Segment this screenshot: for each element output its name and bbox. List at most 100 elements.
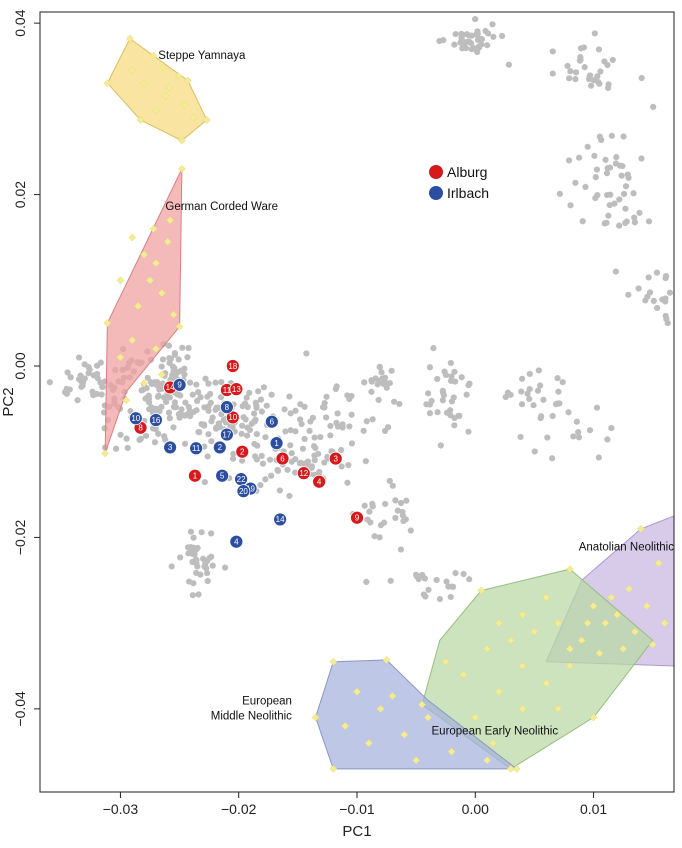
reference-point bbox=[636, 524, 645, 533]
background-point bbox=[160, 394, 168, 401]
reference-point bbox=[180, 100, 189, 109]
background-point bbox=[576, 154, 583, 161]
background-point bbox=[146, 406, 153, 413]
background-point bbox=[193, 569, 200, 576]
reference-point bbox=[613, 610, 622, 619]
reference-point bbox=[149, 224, 158, 233]
background-point bbox=[518, 401, 526, 408]
background-point bbox=[348, 440, 356, 447]
background-point bbox=[205, 380, 212, 387]
background-point bbox=[230, 450, 237, 457]
background-point bbox=[339, 424, 346, 431]
background-point bbox=[198, 420, 205, 428]
background-point bbox=[46, 379, 53, 386]
background-point bbox=[425, 390, 432, 397]
sample-point bbox=[328, 451, 343, 466]
background-point bbox=[362, 458, 369, 465]
background-point bbox=[153, 405, 160, 413]
background-point bbox=[631, 214, 638, 221]
x-axis-label: PC1 bbox=[342, 823, 371, 840]
background-point bbox=[172, 404, 180, 411]
background-point bbox=[202, 375, 209, 382]
background-point bbox=[215, 420, 222, 427]
background-point bbox=[292, 407, 299, 414]
reference-point bbox=[122, 396, 131, 405]
sample-point bbox=[235, 444, 250, 459]
background-point bbox=[448, 373, 455, 380]
reference-point bbox=[376, 704, 385, 713]
reference-point bbox=[311, 713, 320, 722]
reference-point bbox=[151, 106, 160, 115]
legend: Alburg Irlbach bbox=[429, 164, 489, 201]
sample-point-label: 4 bbox=[317, 478, 322, 487]
reference-point bbox=[125, 34, 134, 43]
sample-point bbox=[219, 427, 234, 442]
background-point bbox=[439, 389, 447, 396]
background-point bbox=[287, 442, 294, 449]
background-point bbox=[205, 407, 212, 414]
background-point bbox=[260, 384, 268, 391]
background-point bbox=[622, 205, 629, 212]
background-point bbox=[158, 363, 165, 370]
background-point bbox=[166, 354, 173, 362]
background-point bbox=[155, 430, 162, 437]
sample-point bbox=[128, 411, 143, 426]
background-point bbox=[591, 152, 598, 159]
reference-point bbox=[654, 559, 663, 568]
background-point bbox=[517, 433, 524, 441]
background-point bbox=[266, 456, 274, 463]
background-point bbox=[549, 455, 556, 462]
sample-point-label: 22 bbox=[237, 475, 246, 484]
background-point bbox=[388, 367, 395, 374]
background-point bbox=[244, 403, 251, 411]
reference-point bbox=[341, 722, 350, 730]
reference-point bbox=[542, 593, 551, 602]
reference-point bbox=[565, 644, 574, 653]
background-point bbox=[577, 45, 585, 52]
background-point bbox=[592, 174, 599, 181]
group-labels-layer: Steppe Yamnaya German Corded Ware Anatolia… bbox=[158, 50, 674, 737]
background-point bbox=[605, 84, 612, 92]
background-point bbox=[434, 375, 441, 383]
background-point bbox=[169, 363, 177, 370]
background-point bbox=[603, 170, 611, 177]
background-point bbox=[292, 428, 299, 435]
background-point bbox=[338, 446, 345, 454]
background-point bbox=[389, 482, 396, 489]
sample-point bbox=[188, 468, 202, 483]
background-point bbox=[200, 555, 207, 562]
background-point bbox=[124, 444, 131, 452]
sample-point bbox=[189, 441, 204, 456]
sample-point-label: 17 bbox=[222, 430, 231, 439]
background-point bbox=[253, 456, 260, 463]
group-label: European Early Neolithic bbox=[432, 726, 559, 738]
background-point bbox=[258, 408, 265, 415]
background-point bbox=[85, 363, 92, 371]
background-point bbox=[498, 32, 506, 40]
background-point bbox=[344, 479, 351, 486]
sample-point bbox=[229, 382, 244, 397]
background-point bbox=[392, 497, 399, 504]
background-point bbox=[204, 453, 211, 460]
reference-point bbox=[116, 353, 125, 362]
reference-point bbox=[159, 63, 167, 72]
group-label: Steppe Yamnaya bbox=[158, 50, 246, 62]
sample-point bbox=[212, 440, 227, 455]
reference-point bbox=[494, 619, 503, 628]
background-point bbox=[400, 517, 407, 525]
background-point bbox=[333, 419, 340, 426]
sample-point bbox=[269, 436, 284, 451]
reference-point bbox=[166, 216, 175, 225]
background-point bbox=[443, 578, 450, 585]
background-point bbox=[636, 209, 643, 216]
x-tick-label: 0.01 bbox=[580, 801, 607, 817]
reference-point bbox=[175, 322, 184, 331]
background-point bbox=[490, 33, 497, 40]
background-point bbox=[212, 406, 219, 413]
reference-point bbox=[412, 756, 421, 765]
reference-point bbox=[382, 656, 391, 664]
background-point bbox=[208, 553, 215, 560]
background-point bbox=[332, 385, 340, 393]
background-point bbox=[662, 272, 670, 280]
